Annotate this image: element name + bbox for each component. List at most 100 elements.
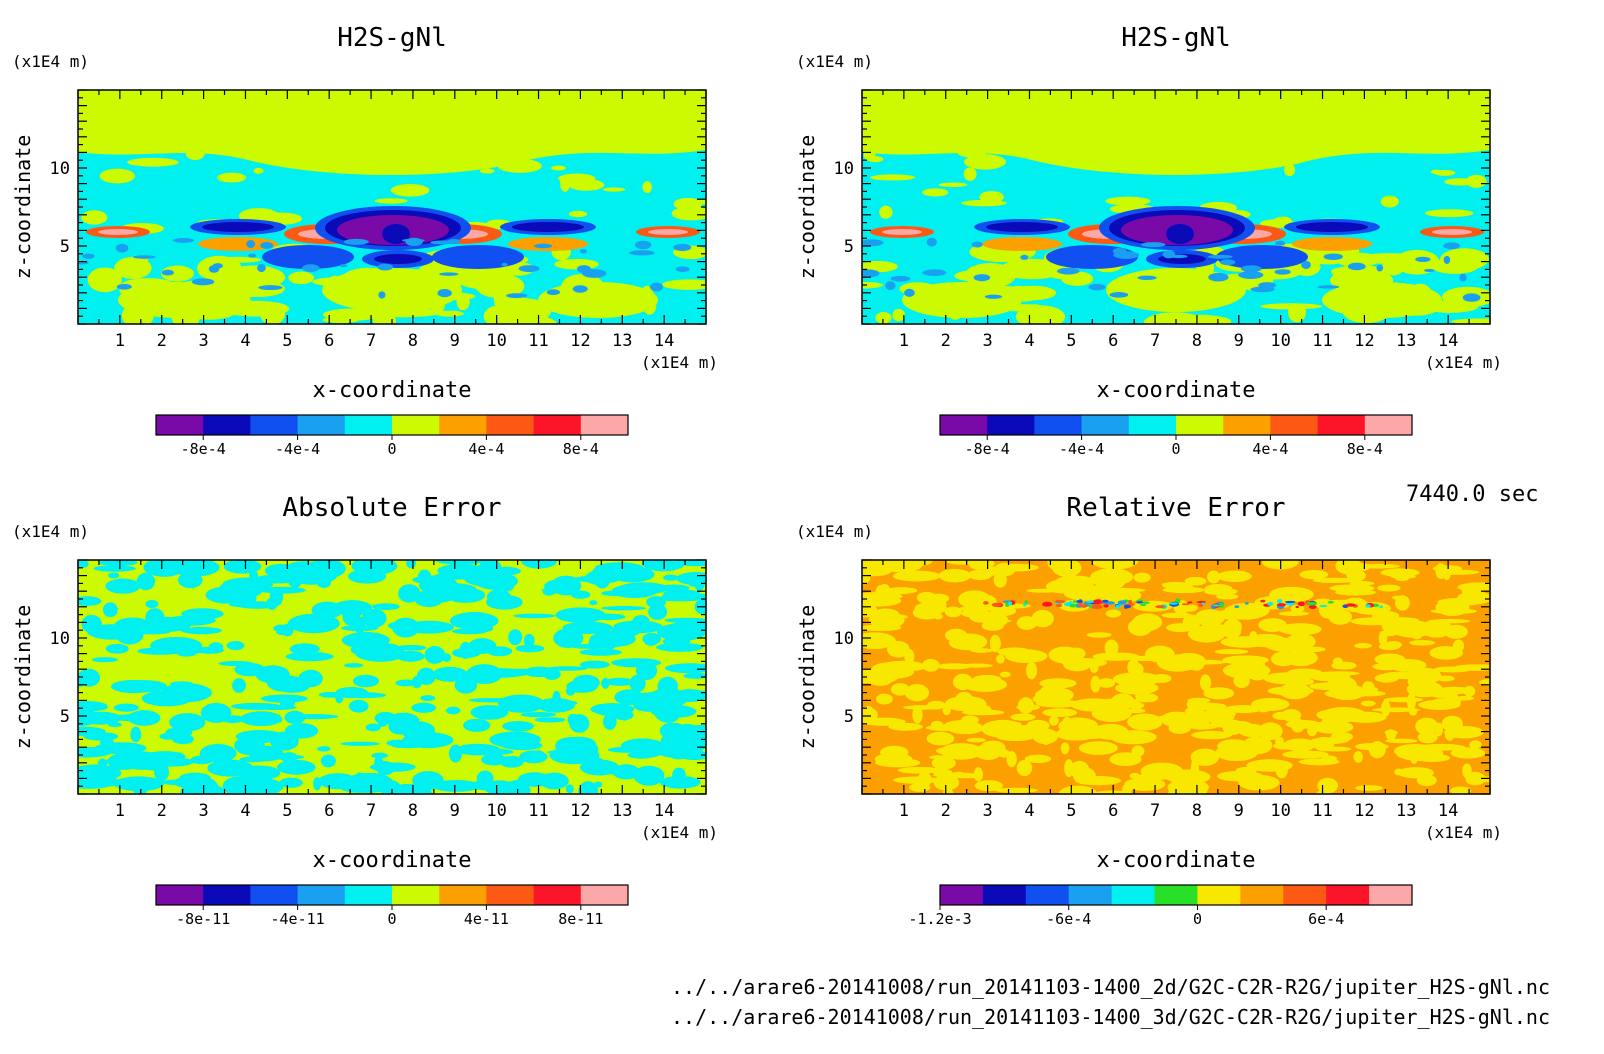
- contour-region: [1246, 633, 1286, 648]
- colorbar-tick-label: 0: [1193, 910, 1202, 928]
- contour-region: [1090, 675, 1101, 693]
- contour-region: [568, 210, 588, 218]
- contour-region: [1465, 174, 1487, 188]
- contour-region: [1378, 630, 1388, 646]
- contour-region: [1443, 255, 1451, 264]
- contour-region: [397, 650, 425, 662]
- contour-region: [248, 253, 257, 258]
- contour-region: [999, 671, 1011, 678]
- contour-region: [181, 626, 222, 635]
- contour-region: [629, 674, 646, 692]
- contour-region: [1278, 611, 1310, 616]
- contour-region: [928, 755, 948, 760]
- contour-region: [1179, 663, 1194, 670]
- contour-region: [1434, 169, 1456, 176]
- contour-region: [246, 240, 256, 249]
- contour-region: [1457, 582, 1490, 592]
- contour-region: [951, 633, 988, 651]
- contour-region: [1115, 681, 1159, 695]
- x-tick-label: 3: [198, 331, 208, 351]
- x-tick-label: 7: [1150, 801, 1160, 821]
- contour-region: [862, 611, 881, 618]
- contour-region: [631, 691, 683, 707]
- contour-region: [470, 705, 509, 720]
- contour-region: [1384, 641, 1402, 649]
- contour-region: [1278, 623, 1322, 636]
- contour-region: [589, 600, 598, 606]
- contour-region: [1049, 715, 1059, 726]
- x-tick-label: 8: [1192, 801, 1202, 821]
- x-tick-label: 6: [324, 331, 334, 351]
- contour-region: [1245, 772, 1256, 787]
- contour-region: [1344, 711, 1387, 723]
- contour-region: [119, 751, 164, 770]
- contour-region: [424, 646, 446, 664]
- contour-region: [1462, 293, 1481, 302]
- contour-region: [1064, 759, 1074, 778]
- colorbar-swatch: [580, 415, 629, 435]
- contour-region: [78, 708, 99, 727]
- contour-region: [82, 253, 95, 259]
- colorbar-swatch: [250, 415, 299, 435]
- contour-region: [1251, 697, 1290, 711]
- contour-region: [579, 648, 623, 656]
- contour-region: [374, 198, 408, 204]
- contour-region: [222, 776, 256, 794]
- contour-region: [483, 305, 513, 324]
- contour-region: [1415, 256, 1431, 262]
- contour-region: [650, 282, 664, 292]
- contour-region: [1284, 163, 1296, 177]
- y-tick-label: 5: [844, 707, 854, 727]
- colorbar-tick-label: -6e-4: [1046, 910, 1091, 928]
- contour-region: [1330, 731, 1353, 742]
- contour-region: [377, 263, 393, 271]
- contour-region: [916, 591, 937, 604]
- colorbar-swatch: [250, 885, 299, 905]
- contour-region: [1289, 739, 1315, 748]
- contour-region: [259, 302, 286, 324]
- x-tick-label: 13: [612, 801, 632, 821]
- contour-region: [556, 753, 594, 762]
- contour-region: [1023, 603, 1027, 607]
- contour-region: [288, 271, 315, 285]
- contour-region: [202, 222, 274, 232]
- x-unit-label: (x1E4 m): [1425, 353, 1502, 372]
- contour-region: [1086, 632, 1112, 638]
- contour-region: [687, 573, 699, 587]
- contour-region: [1094, 572, 1126, 590]
- contour-region: [1024, 600, 1029, 605]
- x-unit-label: (x1E4 m): [641, 353, 718, 372]
- contour-region: [108, 722, 122, 728]
- contour-region: [378, 291, 386, 299]
- x-tick-label: 2: [157, 331, 167, 351]
- contour-region: [1132, 613, 1163, 632]
- contour-region: [964, 262, 1016, 289]
- contour-region: [78, 560, 89, 569]
- contour-region: [78, 764, 122, 782]
- contour-region: [269, 587, 284, 606]
- contour-region: [1238, 271, 1264, 279]
- contour-region: [1335, 560, 1362, 575]
- contour-region: [661, 279, 706, 290]
- contour-region: [486, 594, 523, 610]
- colorbar-swatch: [344, 885, 393, 905]
- contour-region: [432, 666, 468, 682]
- contour-region: [1190, 759, 1200, 777]
- contour-region: [1198, 603, 1204, 607]
- contour-region: [534, 717, 566, 723]
- contour-region: [207, 759, 254, 777]
- contour-region: [1356, 563, 1401, 569]
- colorbar-tick-label: -8e-11: [176, 910, 230, 928]
- colorbar-swatch: [392, 415, 440, 435]
- contour-region: [648, 603, 668, 620]
- colorbar-swatch: [533, 415, 582, 435]
- contour-region: [1377, 584, 1401, 592]
- contour-region: [351, 778, 396, 791]
- contour-region: [1058, 785, 1098, 794]
- contour-region: [1269, 586, 1314, 603]
- contour-region: [1469, 740, 1482, 749]
- contour-region: [220, 715, 245, 724]
- contour-region: [1327, 600, 1334, 604]
- contour-region: [239, 756, 268, 763]
